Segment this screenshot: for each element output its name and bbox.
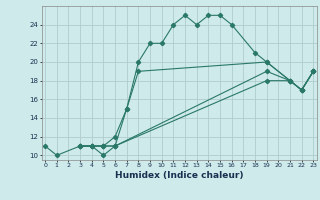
X-axis label: Humidex (Indice chaleur): Humidex (Indice chaleur): [115, 171, 244, 180]
